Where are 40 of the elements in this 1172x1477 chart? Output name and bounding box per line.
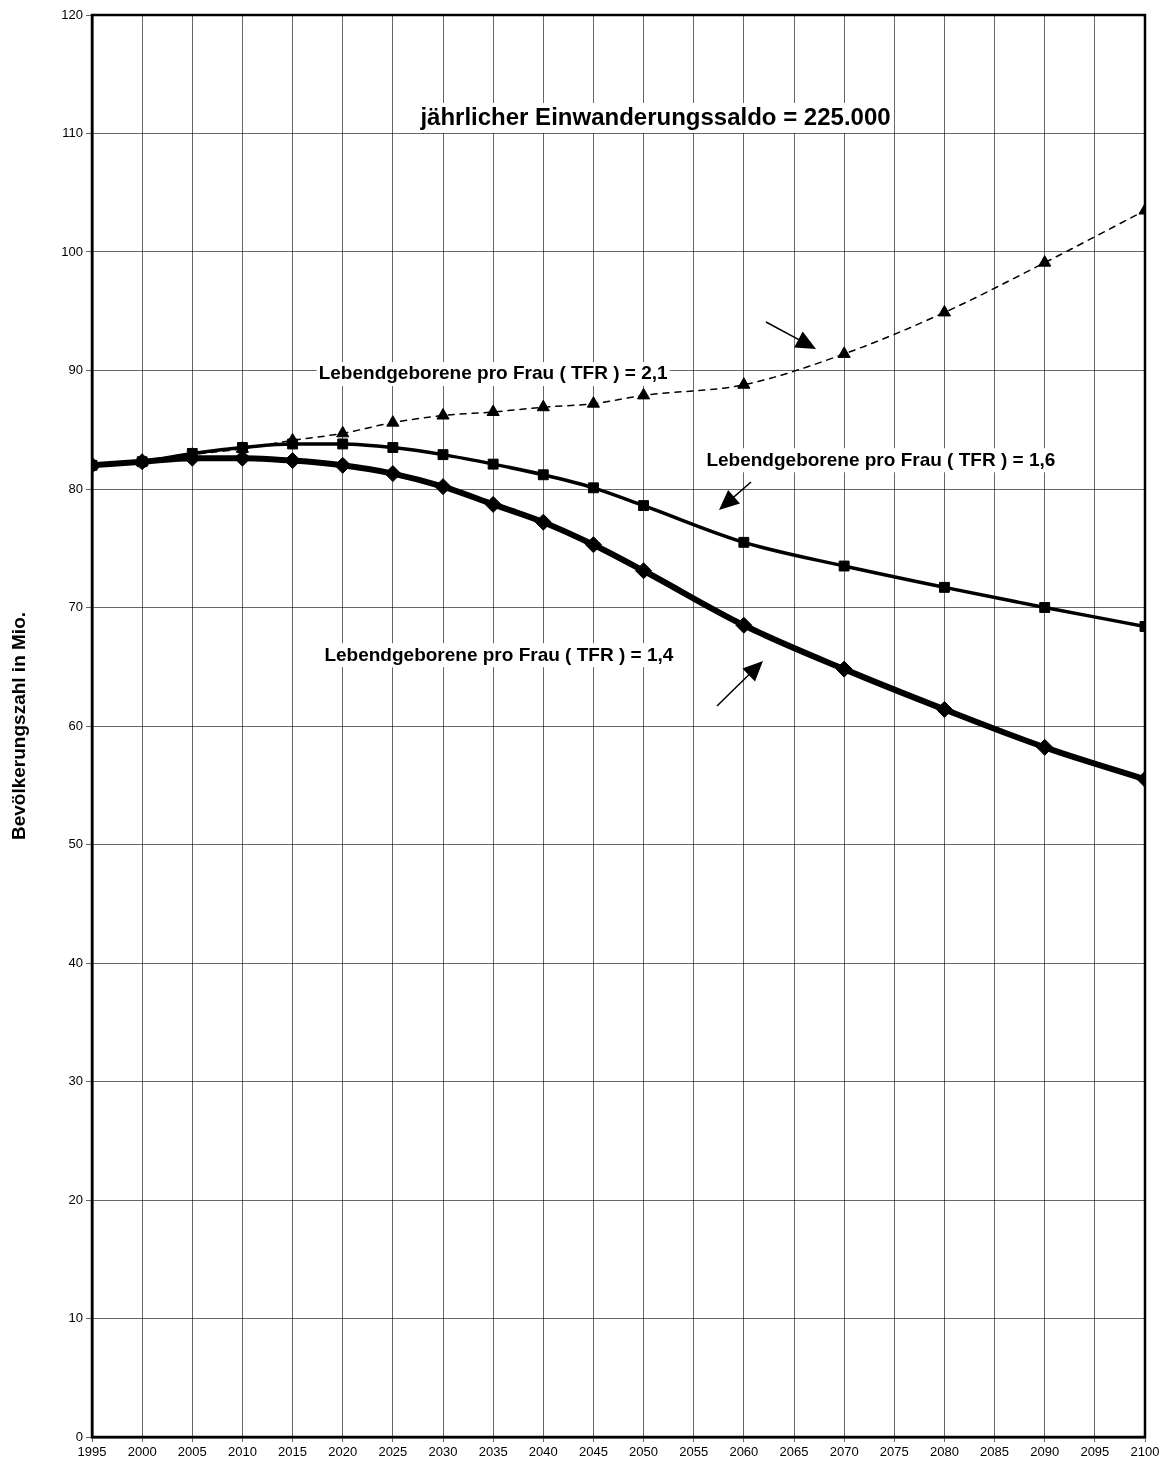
x-tick-label: 2030 <box>428 1444 458 1460</box>
x-tick-label: 2045 <box>578 1444 608 1460</box>
x-tick-label: 2035 <box>478 1444 508 1460</box>
x-tick-label: 2085 <box>980 1444 1010 1460</box>
x-tick-label: 2000 <box>127 1444 157 1460</box>
y-tick-label: 60 <box>68 717 83 733</box>
y-tick-label: 50 <box>68 836 83 852</box>
y-tick-label: 110 <box>62 125 83 141</box>
text: Lebendgeborene pro Frau ( TFR ) = 1,6 <box>706 448 1056 470</box>
x-tick-label: 2040 <box>528 1444 558 1460</box>
y-tick-label: 70 <box>68 599 83 615</box>
x-tick-label: 2050 <box>629 1444 659 1460</box>
x-tick-label: 2005 <box>177 1444 207 1460</box>
x-tick-label: 2080 <box>929 1444 959 1460</box>
x-tick-label: 2070 <box>829 1444 859 1460</box>
series-label: Lebendgeborene pro Frau ( TFR ) = 2,1 <box>318 362 669 384</box>
x-tick-label: 2090 <box>1030 1444 1060 1460</box>
y-tick-label: 40 <box>68 954 83 970</box>
y-tick-label: 30 <box>68 1073 83 1089</box>
x-tick-label: 2025 <box>378 1444 408 1460</box>
y-tick-label: 0 <box>75 1428 83 1444</box>
x-tick-label: 2015 <box>278 1444 308 1460</box>
x-tick-label: 2095 <box>1080 1444 1110 1460</box>
x-tick-label: 2075 <box>879 1444 909 1460</box>
x-tick-label: 2055 <box>679 1444 709 1460</box>
x-tick-label: 2020 <box>328 1444 358 1460</box>
y-tick-label: 10 <box>68 1310 83 1326</box>
y-tick-label: 100 <box>61 243 83 259</box>
x-tick-label: 1995 <box>77 1444 107 1460</box>
x-tick-label: 2060 <box>729 1444 759 1460</box>
x-tick-label: 2100 <box>1130 1444 1160 1460</box>
y-tick-label: 120 <box>61 6 83 22</box>
y-axis-title: Bevölkerungszahl in Mio. <box>7 611 29 841</box>
text: Lebendgeborene pro Frau ( TFR ) = 1,4 <box>324 643 674 665</box>
y-tick-label: 90 <box>68 362 83 378</box>
annotation: jährlicher Einwanderungssaldo = 225.000 <box>419 102 891 130</box>
x-tick-label: 2065 <box>779 1444 809 1460</box>
y-tick-label: 20 <box>68 1191 83 1207</box>
x-tick-label: 2010 <box>227 1444 257 1460</box>
y-tick-label: 80 <box>68 480 83 496</box>
